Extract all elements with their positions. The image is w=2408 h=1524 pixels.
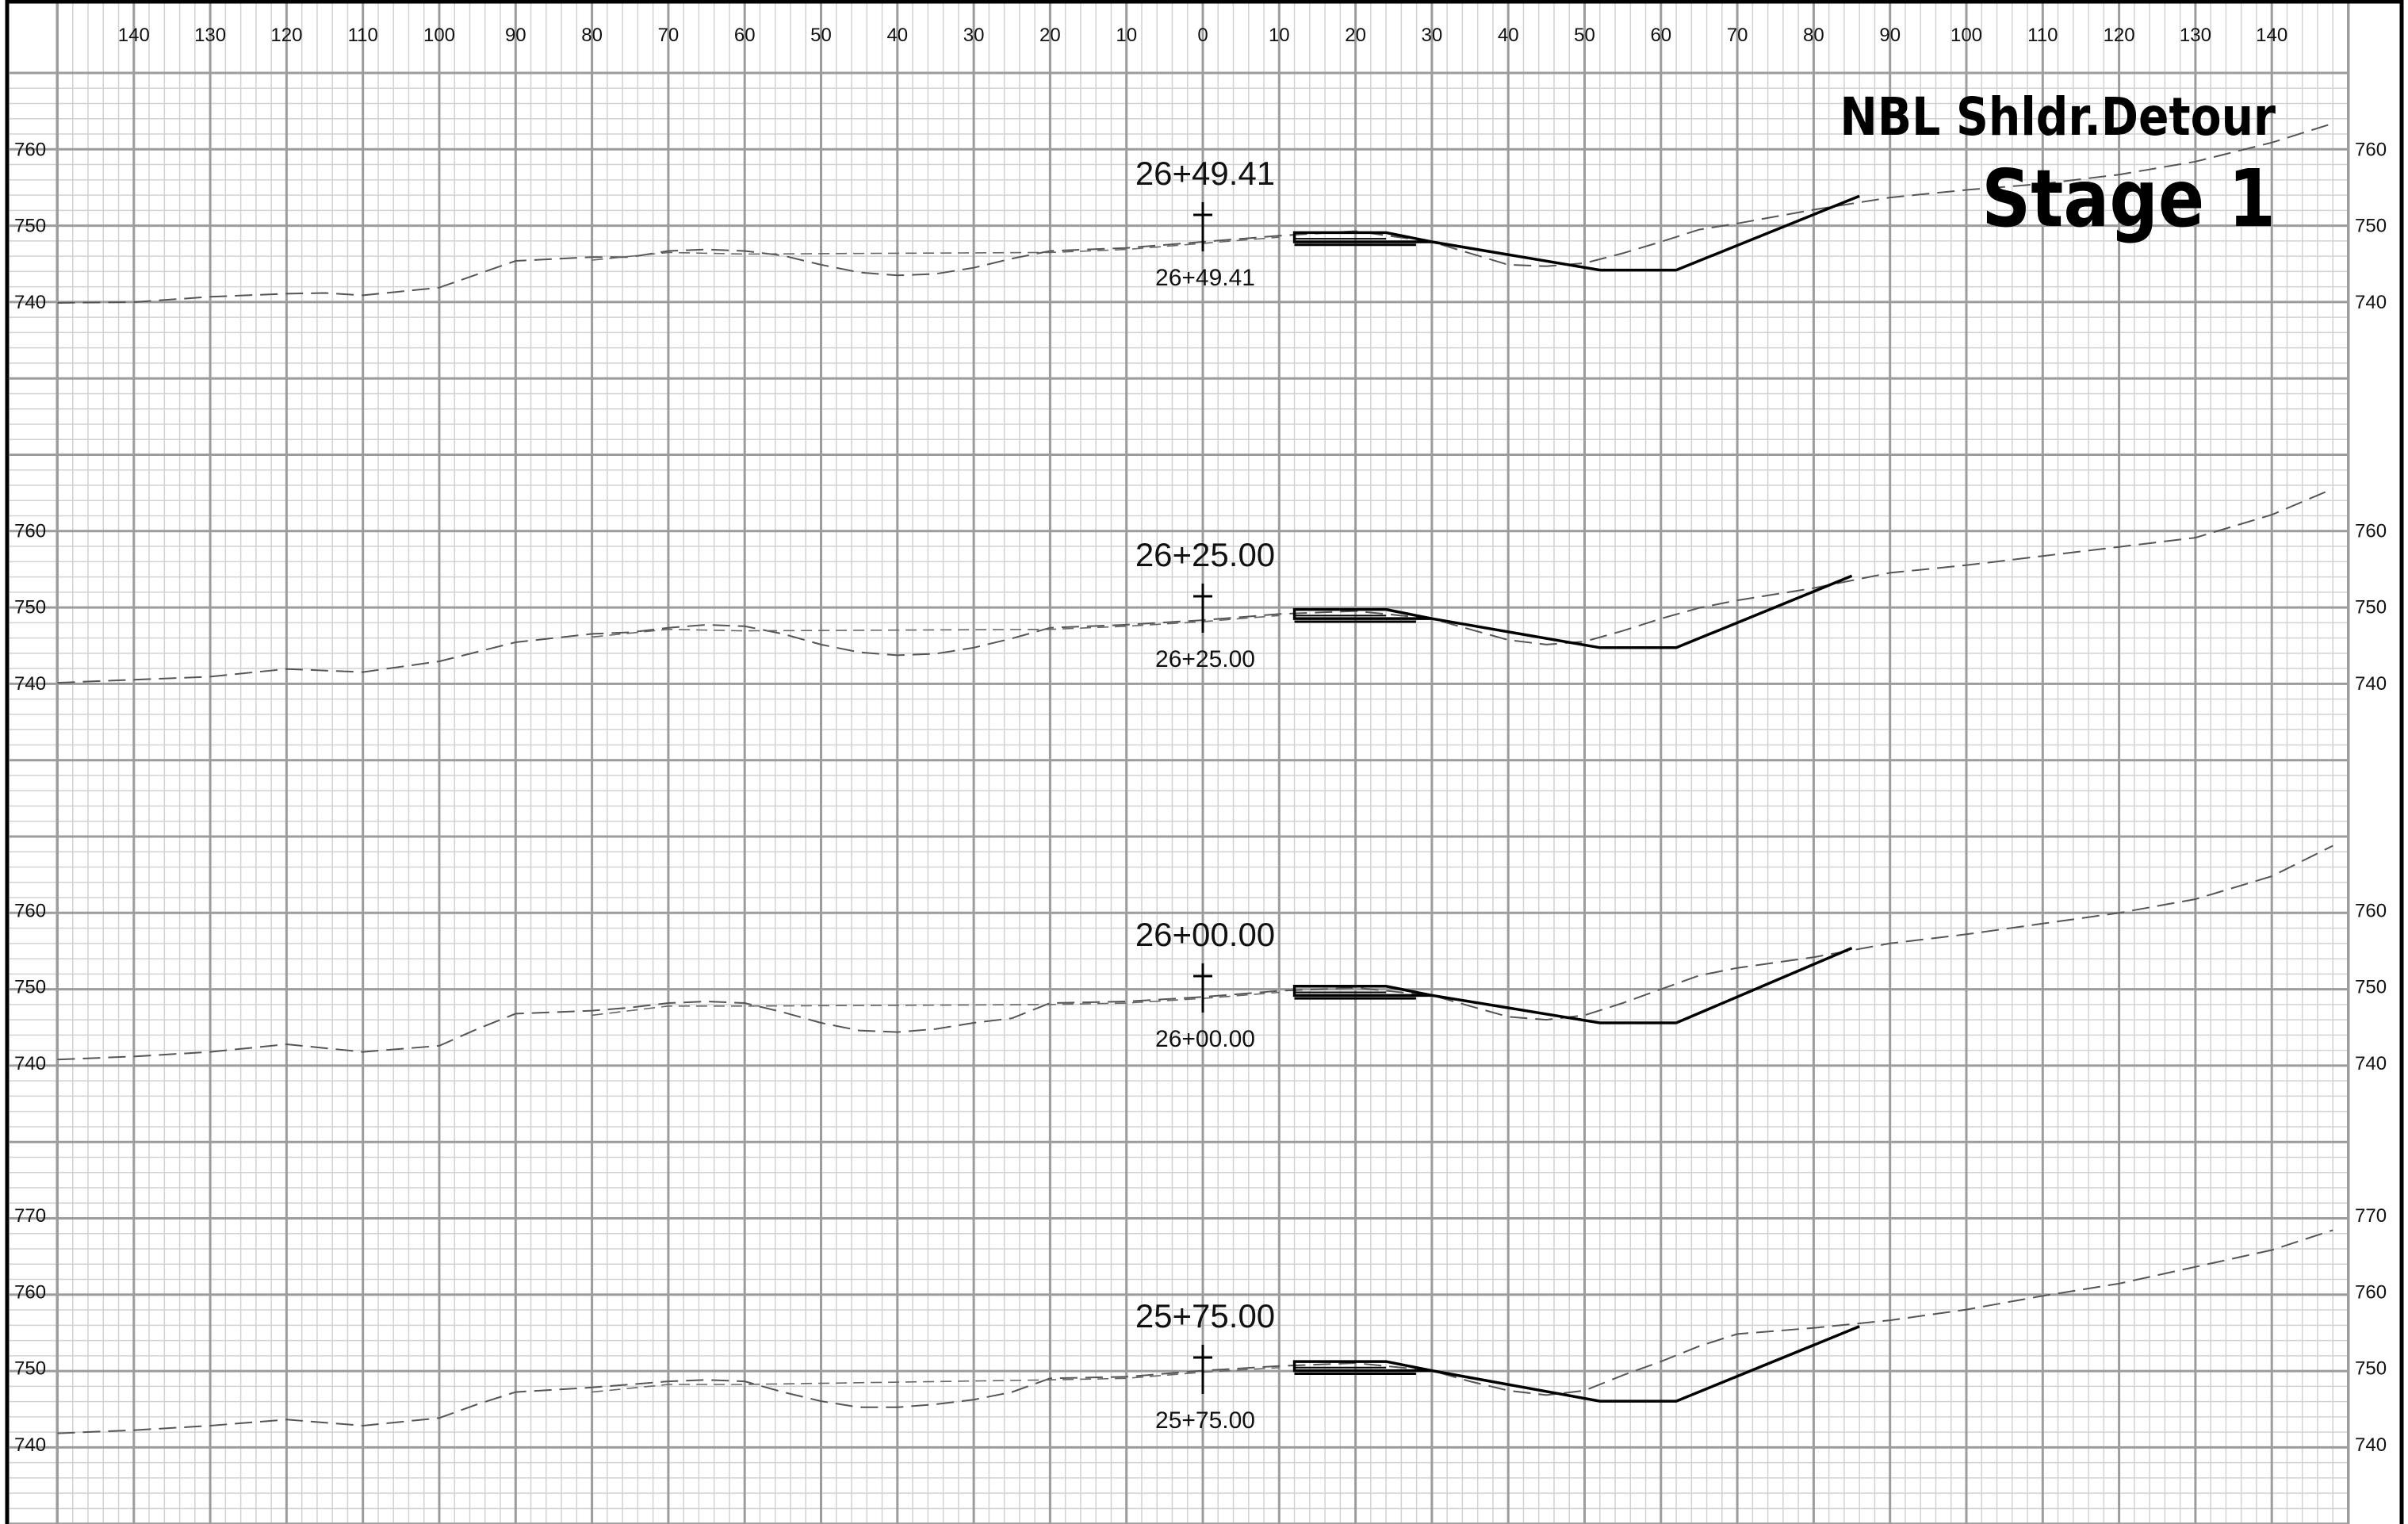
elevation-label-left: 750 — [14, 977, 46, 998]
station-label-bottom: 26+25.00 — [1155, 646, 1255, 672]
offset-tick-label: 70 — [658, 25, 680, 46]
elevation-label-right: 750 — [2355, 597, 2387, 618]
offset-tick-label: 60 — [1650, 25, 1671, 46]
sheet-title-line2: Stage 1 — [1981, 152, 2276, 245]
elevation-label-left: 760 — [14, 139, 46, 160]
cross-section: 760 760 750 750 740 740 26+25.00 26+25.00 — [14, 488, 2387, 695]
elevation-label-right: 740 — [2355, 1434, 2387, 1456]
elevation-label-right: 770 — [2355, 1205, 2387, 1227]
offset-tick-label: 130 — [194, 25, 226, 46]
offset-tick-label: 110 — [348, 25, 378, 46]
elevation-label-left: 740 — [14, 292, 46, 313]
shoulder-pavement — [1292, 1360, 1433, 1373]
offset-tick-label: 20 — [1039, 25, 1061, 46]
existing-ground-line — [57, 1229, 2333, 1434]
elevation-label-right: 740 — [2355, 292, 2387, 313]
offset-tick-label: 40 — [1498, 25, 1519, 46]
shoulder-pavement — [1292, 985, 1433, 997]
offset-tick-label: 140 — [2256, 25, 2287, 46]
elevation-label-left: 740 — [14, 673, 46, 695]
offset-tick-label: 60 — [734, 25, 756, 46]
existing-ground-secondary-line — [591, 991, 1280, 1017]
offset-tick-label: 70 — [1727, 25, 1748, 46]
elevation-label-left: 770 — [14, 1205, 46, 1227]
elevation-label-left: 750 — [14, 1358, 46, 1380]
offset-tick-label: 30 — [963, 25, 985, 46]
offset-tick-label: 80 — [1803, 25, 1824, 46]
cross-section: 760 760 750 750 740 740 26+00.00 26+00.00 — [14, 844, 2387, 1074]
elevation-label-right: 740 — [2355, 673, 2387, 695]
offset-tick-label: 110 — [2027, 25, 2058, 46]
shoulder-pavement — [1292, 607, 1433, 620]
offset-tick-label: 100 — [423, 25, 455, 46]
station-label-bottom: 26+00.00 — [1155, 1026, 1255, 1052]
elevation-label-left: 750 — [14, 216, 46, 237]
offset-tick-label: 40 — [886, 25, 908, 46]
proposed-template-line — [1431, 946, 1853, 1024]
station-label-top: 26+49.41 — [1135, 155, 1275, 192]
offset-axis-labels: 140 130 120 110 100 90 80 70 60 50 40 30 20 10 0 10 20 30… — [118, 25, 2287, 46]
offset-tick-label: 80 — [581, 25, 603, 46]
major-grid — [10, 3, 2350, 1524]
existing-ground-line — [57, 488, 2333, 684]
elevation-label-right: 750 — [2355, 977, 2387, 998]
elevation-label-left: 760 — [14, 1281, 46, 1303]
offset-tick-label: 120 — [2104, 25, 2135, 46]
elevation-label-right: 760 — [2355, 520, 2387, 542]
offset-tick-label: 10 — [1269, 25, 1290, 46]
existing-ground-line — [57, 122, 2333, 304]
elevation-label-left: 740 — [14, 1053, 46, 1074]
sheet-title-line1: NBL Shldr.Detour — [1839, 86, 2276, 147]
station-label-top: 26+25.00 — [1135, 536, 1275, 573]
proposed-template-line — [1431, 1325, 1860, 1403]
elevation-label-left: 740 — [14, 1434, 46, 1456]
offset-tick-label: 30 — [1422, 25, 1443, 46]
offset-tick-label: 90 — [1879, 25, 1901, 46]
offset-tick-label: 20 — [1345, 25, 1366, 46]
existing-ground-secondary-line — [591, 1367, 1280, 1393]
elevation-label-right: 750 — [2355, 216, 2387, 237]
sheet-title: NBL Shldr.Detour Stage 1 — [1839, 86, 2276, 245]
proposed-template-line — [1431, 574, 1853, 649]
offset-tick-label: 140 — [118, 25, 150, 46]
elevation-label-right: 760 — [2355, 139, 2387, 160]
offset-tick-label: 50 — [1574, 25, 1595, 46]
elevation-label-right: 740 — [2355, 1053, 2387, 1074]
station-label-top: 25+75.00 — [1135, 1297, 1275, 1334]
elevation-label-right: 750 — [2355, 1358, 2387, 1380]
elevation-label-left: 760 — [14, 520, 46, 542]
elevation-label-right: 760 — [2355, 900, 2387, 921]
offset-tick-label: 120 — [270, 25, 302, 46]
offset-tick-label: 50 — [810, 25, 832, 46]
station-label-bottom: 26+49.41 — [1155, 265, 1255, 291]
elevation-label-left: 750 — [14, 597, 46, 618]
shoulder-pavement — [1292, 231, 1433, 243]
existing-ground-line — [57, 844, 2333, 1061]
offset-tick-label: 90 — [505, 25, 526, 46]
offset-tick-label: 100 — [1951, 25, 1982, 46]
sheet-border — [5, 0, 2404, 1524]
offset-tick-label: 10 — [1116, 25, 1137, 46]
proposed-template-line — [1431, 194, 1860, 272]
offset-tick-label: 130 — [2180, 25, 2211, 46]
elevation-label-right: 760 — [2355, 1281, 2387, 1303]
station-label-bottom: 25+75.00 — [1155, 1407, 1255, 1434]
cross-section: 770 770 760 760 750 750 740 740 25+75.00 25+75.00 — [14, 1205, 2387, 1456]
cross-section: 760 760 750 750 740 740 26+49.41 26+49.41 — [14, 122, 2387, 313]
station-label-top: 26+00.00 — [1135, 916, 1275, 953]
offset-tick-label: 0 — [1197, 25, 1208, 46]
elevation-label-left: 760 — [14, 900, 46, 921]
